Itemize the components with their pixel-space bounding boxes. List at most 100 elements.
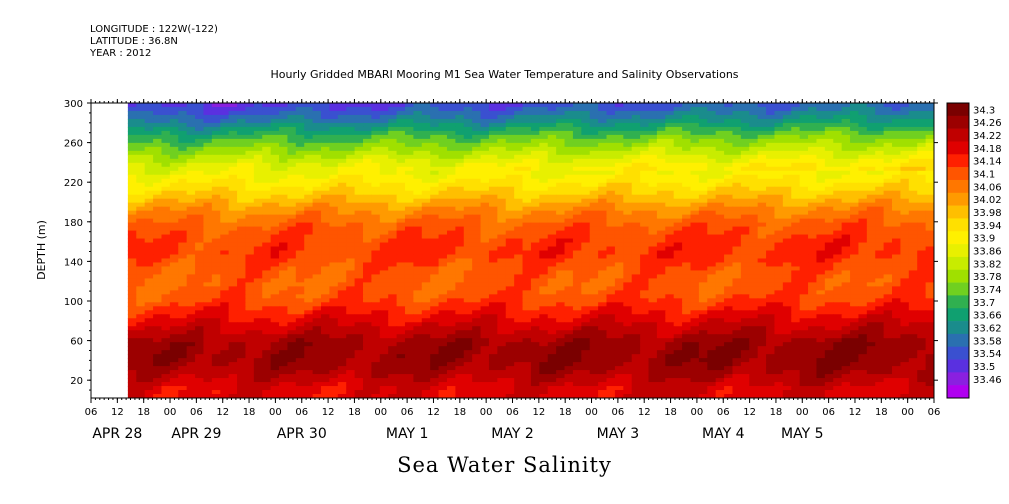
field-cell <box>715 250 725 256</box>
field-cell <box>572 158 582 164</box>
field-cell <box>572 166 582 172</box>
field-cell <box>413 170 423 176</box>
field-cell <box>127 270 137 276</box>
field-cell <box>715 270 725 276</box>
field-cell <box>388 266 398 272</box>
field-cell <box>404 130 414 136</box>
field-cell <box>295 278 305 283</box>
field-cell <box>522 182 532 188</box>
field-cell <box>262 270 272 276</box>
field-cell <box>497 150 507 156</box>
field-cell <box>396 198 406 204</box>
field-cell <box>732 178 742 184</box>
field-cell <box>740 290 750 295</box>
field-cell <box>866 122 876 128</box>
field-cell <box>262 130 272 136</box>
field-cell <box>875 110 885 116</box>
field-cell <box>161 182 171 188</box>
field-cell <box>665 106 675 112</box>
field-cell <box>530 178 540 184</box>
field-cell <box>153 110 163 116</box>
field-cell <box>287 274 297 280</box>
field-cell <box>673 202 683 208</box>
field-cell <box>623 286 633 291</box>
field-cell <box>463 274 473 280</box>
field-cell <box>858 158 868 164</box>
field-cell <box>841 206 851 212</box>
field-cell <box>556 302 566 307</box>
field-cell <box>421 202 431 208</box>
field-cell <box>144 282 154 287</box>
field-cell <box>698 258 708 264</box>
field-cell <box>816 294 826 299</box>
field-cell <box>522 294 532 299</box>
field-cell <box>614 274 624 280</box>
field-cell <box>581 306 591 311</box>
field-cell <box>371 258 381 264</box>
field-cell <box>480 294 490 299</box>
field-cell <box>925 242 934 248</box>
field-cell <box>606 258 616 264</box>
field-cell <box>656 254 666 260</box>
field-cell <box>715 238 725 244</box>
field-cell <box>161 114 171 120</box>
field-cell <box>354 278 364 283</box>
field-cell <box>749 282 759 287</box>
field-cell <box>220 274 230 280</box>
field-cell <box>732 146 742 152</box>
field-cell <box>354 254 364 260</box>
field-cell <box>312 198 322 204</box>
field-cell <box>480 178 490 184</box>
field-cell <box>505 158 515 164</box>
field-cell <box>858 222 868 228</box>
field-cell <box>396 306 406 311</box>
field-cell <box>539 298 549 303</box>
field-cell <box>304 282 314 287</box>
field-cell <box>581 298 591 303</box>
field-cell <box>161 174 171 180</box>
field-cell <box>656 230 666 236</box>
field-cell <box>371 242 381 248</box>
field-cell <box>312 206 322 212</box>
field-cell <box>144 146 154 152</box>
field-cell <box>883 194 893 200</box>
field-cell <box>144 118 154 124</box>
field-cell <box>161 210 171 216</box>
field-cell <box>379 178 389 184</box>
field-cell <box>614 154 624 160</box>
field-cell <box>799 134 809 140</box>
field-cell <box>295 294 305 299</box>
field-cell <box>497 238 507 244</box>
field-cell <box>228 218 238 224</box>
field-cell <box>732 150 742 156</box>
field-cell <box>908 294 918 299</box>
field-cell <box>715 226 725 232</box>
field-cell <box>371 266 381 272</box>
field-cell <box>228 103 238 108</box>
field-cell <box>547 154 557 160</box>
field-cell <box>371 162 381 168</box>
field-cell <box>186 150 196 156</box>
field-cell <box>791 302 801 307</box>
field-cell <box>262 266 272 272</box>
field-cell <box>799 202 809 208</box>
field-cell <box>648 242 658 248</box>
field-cell <box>690 214 700 220</box>
field-cell <box>690 262 700 268</box>
field-cell <box>707 286 717 291</box>
field-cell <box>774 250 784 256</box>
field-cell <box>892 182 902 188</box>
field-cell <box>421 154 431 160</box>
field-cell <box>220 118 230 124</box>
field-cell <box>757 118 767 124</box>
field-cell <box>850 186 860 192</box>
field-cell <box>371 150 381 156</box>
field-cell <box>287 182 297 188</box>
field-cell <box>791 194 801 200</box>
field-cell <box>295 186 305 192</box>
field-cell <box>144 294 154 299</box>
field-cell <box>379 298 389 303</box>
field-cell <box>404 182 414 188</box>
field-cell <box>858 138 868 144</box>
field-cell <box>346 174 356 180</box>
